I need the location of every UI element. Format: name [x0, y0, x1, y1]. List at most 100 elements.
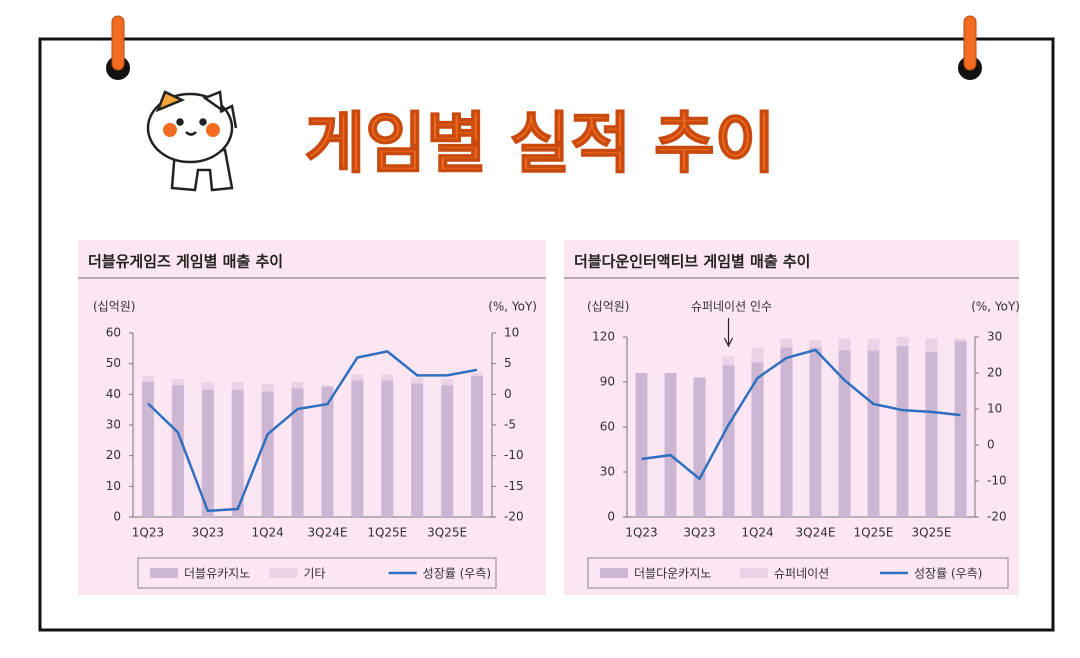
y2-tick-label: -10: [987, 474, 1007, 488]
bar: [838, 338, 851, 351]
x-tick-label: 3Q25E: [427, 526, 467, 540]
bar: [664, 373, 677, 517]
bar: [751, 362, 764, 517]
bar: [321, 386, 334, 517]
annotation-arrowhead: [723, 337, 734, 348]
y-tick-label: 0: [607, 510, 615, 524]
legend-label: 성장률 (우측): [423, 567, 491, 581]
bar: [411, 377, 424, 384]
bar: [751, 347, 764, 363]
chart-title: 더블다운인터액티브 게임별 매출 추이: [574, 253, 810, 271]
binder-clip: [106, 15, 982, 80]
y-tick-label: 60: [106, 326, 121, 340]
y-tick-label: 30: [106, 418, 121, 432]
bar: [780, 347, 793, 517]
legend-swatch: [740, 568, 768, 578]
y2-tick-label: -15: [504, 479, 524, 493]
y2-tick-label: 5: [504, 356, 512, 370]
bar: [471, 372, 484, 376]
x-tick-label: 3Q25E: [912, 526, 952, 540]
bar: [954, 341, 967, 517]
legend-label: 더블다운카지노: [634, 567, 711, 581]
legend-label: 성장률 (우측): [914, 567, 982, 581]
bar: [925, 352, 938, 517]
legend-box: [137, 557, 497, 589]
bar: [896, 346, 909, 517]
y-tick-label: 120: [592, 330, 615, 344]
x-tick-label: 3Q23: [683, 526, 715, 540]
bar: [231, 389, 244, 517]
legend-box: [587, 557, 1009, 589]
y2-tick-label: 0: [987, 438, 995, 452]
bar: [351, 374, 364, 381]
y2-tick-label: -10: [504, 448, 524, 462]
bar: [381, 374, 394, 381]
bar: [201, 382, 214, 390]
bar: [141, 382, 154, 517]
legend-label: 더블유카지노: [184, 567, 250, 581]
bar: [809, 347, 822, 517]
y2-tick-label: -20: [987, 510, 1007, 524]
chart-panel: [78, 240, 546, 595]
legend-swatch: [600, 568, 628, 578]
y-tick-label: 90: [600, 375, 615, 389]
y-tick-label: 60: [600, 420, 615, 434]
line: [147, 350, 478, 513]
bar: [780, 338, 793, 348]
bar: [722, 356, 735, 366]
bar: [441, 379, 454, 386]
bar: [351, 380, 364, 517]
bar: [954, 338, 967, 342]
bar: [291, 388, 304, 517]
legend-swatch: [269, 568, 298, 578]
y2-axis-label: (%, YoY): [971, 300, 1020, 314]
bar: [381, 380, 394, 517]
bar: [231, 382, 244, 390]
legend-swatch: [150, 568, 178, 578]
bar: [411, 383, 424, 517]
annotation: 슈퍼네이션 인수: [691, 300, 772, 314]
y2-tick-label: 0: [504, 387, 512, 401]
x-tick-label: 1Q23: [625, 526, 657, 540]
bar: [171, 385, 184, 517]
y-tick-label: 10: [106, 479, 121, 493]
bar: [141, 375, 154, 383]
legend-label: 기타: [303, 567, 325, 581]
y-axis-label: (십억원): [587, 300, 629, 314]
y2-tick-label: 20: [987, 366, 1002, 380]
y2-tick-label: -5: [504, 418, 516, 432]
y-tick-label: 20: [106, 448, 121, 462]
bar: [838, 350, 851, 517]
bar: [867, 350, 880, 517]
legend-label: 슈퍼네이션: [774, 567, 829, 581]
x-tick-label: 1Q23: [132, 526, 164, 540]
bar: [171, 379, 184, 386]
y2-tick-label: -20: [504, 510, 524, 524]
bar: [925, 338, 938, 352]
bar: [693, 377, 706, 517]
bar: [321, 385, 334, 387]
bar: [722, 365, 735, 517]
line: [641, 348, 961, 481]
bar: [201, 389, 214, 517]
bar: [441, 385, 454, 517]
bar: [867, 338, 880, 351]
bar: [291, 382, 304, 389]
chart-title: 더블유게임즈 게임별 매출 추이: [88, 253, 283, 271]
page-title: 게임별 실적 추이: [305, 105, 776, 182]
x-tick-label: 1Q24: [251, 526, 283, 540]
y-tick-label: 0: [113, 510, 121, 524]
bar: [471, 375, 484, 517]
y-tick-label: 30: [600, 465, 615, 479]
x-tick-label: 1Q24: [741, 526, 773, 540]
bar: [261, 391, 274, 517]
y2-axis-label: (%, YoY): [488, 300, 537, 314]
x-tick-label: 3Q23: [192, 526, 224, 540]
y-axis-label: (십억원): [93, 300, 135, 314]
y-tick-label: 50: [106, 356, 121, 370]
x-tick-label: 3Q24E: [307, 526, 347, 540]
y-tick-label: 40: [106, 387, 121, 401]
x-tick-label: 1Q25E: [854, 526, 894, 540]
bar: [261, 383, 274, 392]
